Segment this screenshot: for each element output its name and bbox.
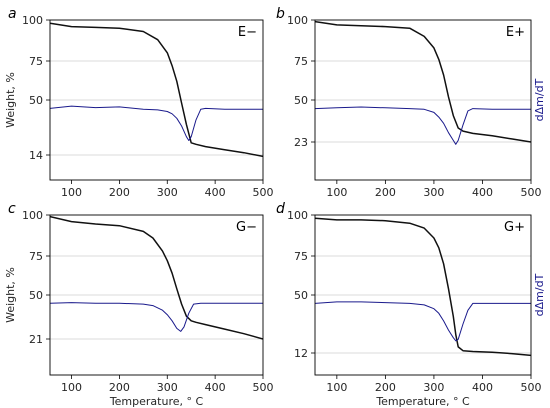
y-tick-label: 12 xyxy=(294,347,308,360)
y-tick-label: 50 xyxy=(29,289,43,302)
panel-d: 100 200 300 400 500 100 75 50 12 d G+ dΔm/dT Tempera… xyxy=(276,201,546,408)
y-axis-label: Weight, % xyxy=(4,267,17,323)
x-tick-label: 300 xyxy=(423,381,444,394)
x-tick-label: 500 xyxy=(521,381,542,394)
y-tick-label: 75 xyxy=(294,250,308,263)
y-tick-label: 50 xyxy=(294,94,308,107)
y-tick-label: 100 xyxy=(287,209,308,222)
sample-label: G+ xyxy=(504,220,525,235)
x-tick-label: 100 xyxy=(61,186,82,199)
y-tick-label: 100 xyxy=(22,209,43,222)
x-tick-label: 400 xyxy=(205,186,226,199)
x-tick-label: 100 xyxy=(61,381,82,394)
secondary-y-axis-label: dΔm/dT xyxy=(533,273,546,316)
panel-b: 100 200 300 400 500 100 75 50 23 b E+ dΔm/dT xyxy=(276,6,546,199)
x-tick-label: 500 xyxy=(253,186,274,199)
x-tick-label: 200 xyxy=(375,186,396,199)
sample-label: E− xyxy=(238,25,257,40)
panel-letter: a xyxy=(8,6,17,22)
panel-a: 100 200 300 400 500 100 75 50 14 a E− Weight, % xyxy=(4,6,274,199)
x-tick-label: 400 xyxy=(205,381,226,394)
y-tick-label: 75 xyxy=(29,55,43,68)
x-axis-label: Temperature, ° C xyxy=(375,395,470,408)
y-tick-label: 100 xyxy=(287,14,308,27)
derivative-curve xyxy=(50,105,263,141)
weight-curve xyxy=(315,217,531,357)
x-tick-label: 300 xyxy=(423,186,444,199)
panel-letter: d xyxy=(276,201,285,217)
panel-letter: c xyxy=(8,201,16,217)
x-tick-label: 300 xyxy=(157,381,178,394)
x-tick-label: 500 xyxy=(521,186,542,199)
y-tick-label: 100 xyxy=(22,14,43,27)
y-tick-label: 14 xyxy=(29,149,43,162)
x-tick-label: 200 xyxy=(109,186,130,199)
x-tick-label: 200 xyxy=(375,381,396,394)
x-tick-label: 400 xyxy=(472,186,493,199)
y-tick-label: 21 xyxy=(29,333,43,346)
derivative-curve xyxy=(315,106,531,145)
x-tick-label: 100 xyxy=(326,186,347,199)
y-tick-label: 23 xyxy=(294,136,308,149)
y-tick-label: 50 xyxy=(29,94,43,107)
weight-curve xyxy=(50,215,263,340)
x-tick-label: 100 xyxy=(326,381,347,394)
secondary-y-axis-label: dΔm/dT xyxy=(533,78,546,121)
y-axis-label: Weight, % xyxy=(4,72,17,128)
y-tick-label: 75 xyxy=(29,250,43,263)
x-axis-label: Temperature, ° C xyxy=(109,395,204,408)
derivative-curve xyxy=(50,302,263,332)
panel-c: 100 200 300 400 500 100 75 50 21 c G− Weight, % Temp… xyxy=(4,201,274,408)
x-tick-label: 200 xyxy=(109,381,130,394)
y-tick-label: 50 xyxy=(294,289,308,302)
weight-curve xyxy=(50,22,263,158)
sample-label: E+ xyxy=(506,25,525,40)
x-tick-label: 500 xyxy=(253,381,274,394)
weight-curve xyxy=(315,20,531,143)
x-tick-label: 300 xyxy=(157,186,178,199)
y-tick-label: 75 xyxy=(294,55,308,68)
panel-letter: b xyxy=(276,6,285,22)
derivative-curve xyxy=(315,301,531,342)
x-tick-label: 400 xyxy=(472,381,493,394)
sample-label: G− xyxy=(236,220,257,235)
